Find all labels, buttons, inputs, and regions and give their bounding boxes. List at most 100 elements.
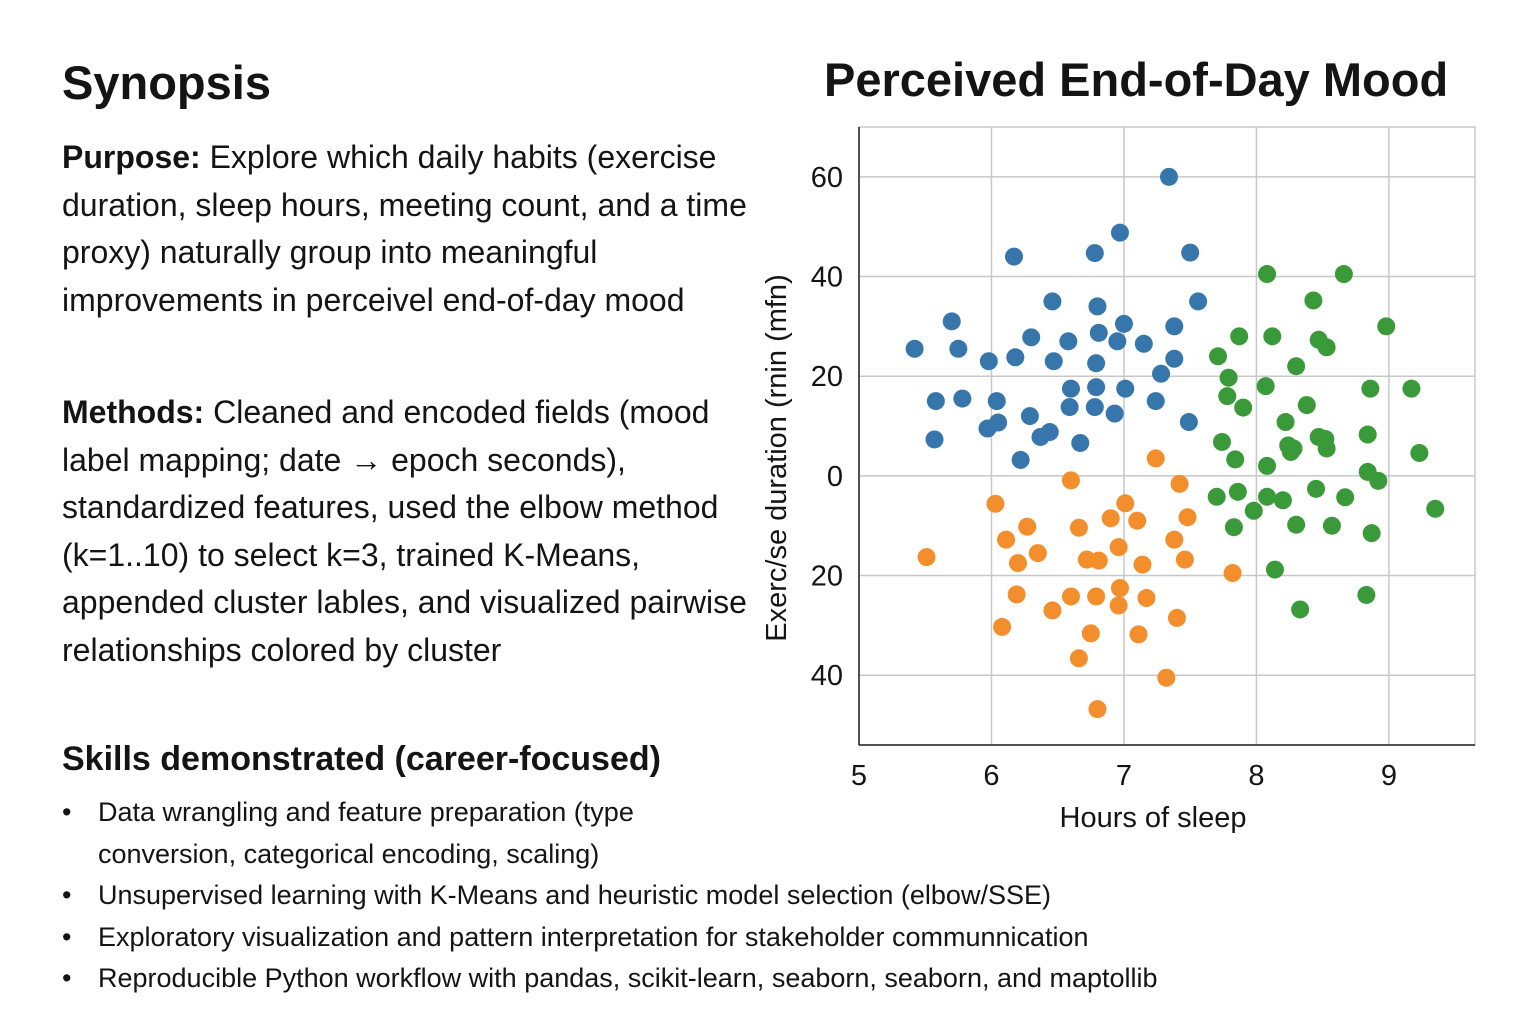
data-point — [1276, 413, 1295, 432]
x-tick-label: 7 — [1116, 760, 1132, 792]
data-point — [1006, 348, 1025, 367]
data-point — [1426, 499, 1445, 518]
data-point — [1291, 600, 1310, 619]
scatter-chart: 5 6 7 8 9 60 40 20 0 20 40 Hours of sleep Exerc/se… — [761, 126, 1476, 834]
data-point — [1189, 292, 1208, 311]
skill-item: Unsupervised learning with K-Means and h… — [62, 875, 1522, 917]
axes — [858, 126, 1476, 746]
x-tick-label: 5 — [851, 760, 867, 792]
x-axis-label: Hours of sleep — [1060, 802, 1247, 834]
x-tick-label: 6 — [983, 760, 999, 792]
data-point — [1304, 291, 1323, 310]
data-point — [917, 548, 936, 567]
data-point — [1223, 564, 1242, 583]
data-point — [1101, 509, 1120, 528]
data-point — [1159, 167, 1178, 186]
data-point — [1357, 585, 1376, 604]
data-point — [1317, 439, 1336, 458]
data-point — [1069, 518, 1088, 537]
data-point — [1170, 474, 1189, 493]
grid-lines — [859, 127, 1475, 745]
data-point — [1287, 357, 1306, 376]
data-point — [1336, 488, 1355, 507]
data-point — [1179, 413, 1198, 432]
data-point — [1167, 608, 1186, 627]
data-point — [1061, 379, 1080, 398]
data-point — [1362, 524, 1381, 543]
data-point — [1165, 349, 1184, 368]
data-point — [949, 339, 968, 358]
data-point — [1040, 423, 1059, 442]
data-point — [1230, 327, 1249, 346]
purpose-text: Explore which daily habits (exercise dur… — [62, 139, 747, 318]
data-point — [1129, 625, 1148, 644]
data-point — [1061, 587, 1080, 606]
data-point — [1004, 247, 1023, 266]
data-point — [1402, 379, 1421, 398]
data-point — [978, 419, 997, 438]
data-point — [1089, 323, 1108, 342]
skills-title: Skills demonstrated (career-focused) — [62, 740, 661, 778]
data-point — [1110, 579, 1129, 598]
data-point — [1088, 700, 1107, 719]
y-tick-label: 20 — [811, 561, 843, 593]
data-point — [1087, 354, 1106, 373]
y-tick-label: 60 — [811, 162, 843, 194]
data-point — [1218, 387, 1237, 406]
data-point — [1088, 297, 1107, 316]
data-point — [1146, 392, 1165, 411]
data-point — [1137, 588, 1156, 607]
data-point — [1273, 491, 1292, 510]
methods-label: Methods: — [62, 394, 205, 430]
data-point — [1212, 432, 1231, 451]
skills-list: Data wrangling and feature preparation (… — [62, 792, 1522, 1000]
data-point — [1116, 379, 1135, 398]
data-point — [905, 339, 924, 358]
data-point — [926, 392, 945, 411]
methods-text: Cleaned and encoded fields (mood label m… — [62, 394, 747, 668]
y-tick-label: 40 — [811, 660, 843, 692]
data-point — [1018, 517, 1037, 536]
synopsis-title: Synopsis — [62, 56, 271, 109]
data-point — [1369, 471, 1388, 490]
data-point — [1263, 327, 1282, 346]
data-point — [1258, 487, 1277, 506]
data-point — [1224, 518, 1243, 537]
x-tick-label: 9 — [1381, 760, 1397, 792]
skill-item: Reproducible Python workflow with pandas… — [62, 958, 1522, 1000]
chart-title: Perceived End-of-Day Mood — [824, 53, 1449, 106]
data-point — [1178, 508, 1197, 527]
data-point — [1108, 332, 1127, 351]
data-point — [1028, 544, 1047, 563]
data-point — [1089, 551, 1108, 570]
data-point — [1152, 364, 1171, 383]
data-point — [1258, 265, 1277, 284]
data-point — [1361, 379, 1380, 398]
data-point — [1322, 516, 1341, 535]
data-point — [1044, 352, 1063, 371]
data-point — [1085, 398, 1104, 417]
data-point — [997, 530, 1016, 549]
data-point — [1284, 439, 1303, 458]
data-point — [1110, 223, 1129, 242]
skill-item: Data wrangling and feature preparation (… — [62, 792, 778, 875]
data-point — [1043, 601, 1062, 620]
data-point — [1020, 407, 1039, 426]
plot-frame — [858, 126, 1476, 746]
data-point — [1109, 538, 1128, 557]
data-point — [1071, 433, 1090, 452]
data-points — [905, 167, 1445, 719]
data-point — [1228, 482, 1247, 501]
data-point — [1105, 404, 1124, 423]
y-tick-label: 40 — [811, 262, 843, 294]
data-point — [1410, 443, 1429, 462]
data-point — [1265, 560, 1284, 579]
skill-item: Exploratory visualization and pattern in… — [62, 917, 1522, 959]
data-point — [1109, 596, 1128, 615]
data-point — [993, 617, 1012, 636]
data-point — [1059, 332, 1078, 351]
data-point — [1258, 456, 1277, 475]
data-point — [1081, 624, 1100, 643]
data-point — [987, 392, 1006, 411]
data-point — [1165, 317, 1184, 336]
